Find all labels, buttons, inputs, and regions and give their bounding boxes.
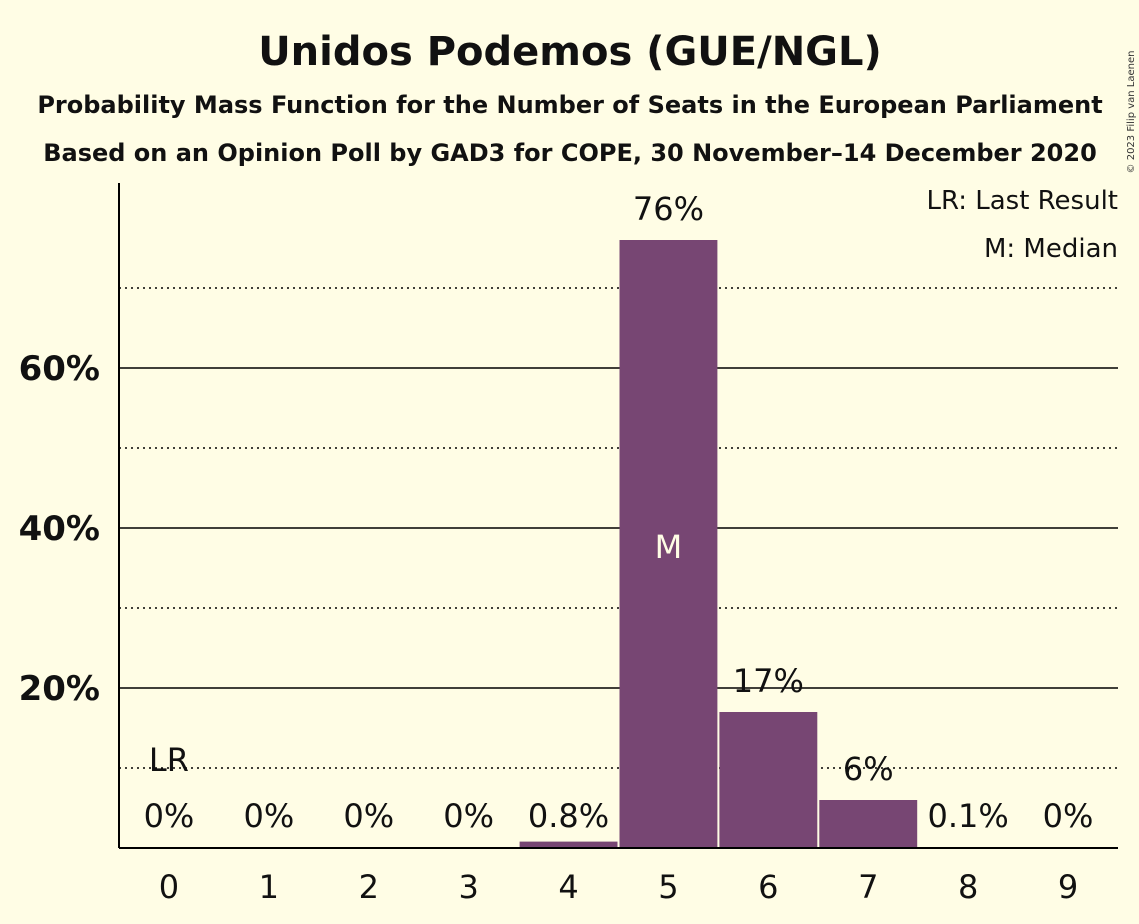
value-label: 0% — [443, 797, 494, 835]
bar — [719, 712, 818, 848]
value-label: 76% — [633, 190, 704, 228]
value-label: 0.8% — [528, 797, 609, 835]
value-label: 0% — [144, 797, 195, 835]
y-tick-label: 40% — [19, 509, 100, 549]
value-label: 0.1% — [928, 797, 1009, 835]
copyright-note: © 2023 Filip van Laenen — [1126, 51, 1137, 174]
chart-title: Unidos Podemos (GUE/NGL) — [258, 29, 882, 75]
x-tick-label: 4 — [558, 868, 578, 906]
value-label: 0% — [1043, 797, 1094, 835]
x-tick-label: 1 — [259, 868, 279, 906]
value-label: 17% — [733, 662, 804, 700]
bar — [619, 240, 718, 848]
last-result-marker: LR — [149, 741, 189, 779]
x-tick-label: 5 — [658, 868, 678, 906]
legend-last-result: LR: Last Result — [926, 186, 1118, 216]
legend-median: M: Median — [984, 234, 1118, 264]
y-tick-label: 60% — [19, 349, 100, 389]
bar — [819, 800, 918, 848]
chart-subtitle: Probability Mass Function for the Number… — [37, 91, 1102, 119]
x-tick-label: 6 — [758, 868, 778, 906]
x-tick-label: 2 — [359, 868, 379, 906]
x-tick-label: 7 — [858, 868, 878, 906]
x-tick-label: 9 — [1058, 868, 1078, 906]
x-tick-label: 8 — [958, 868, 978, 906]
chart-source: Based on an Opinion Poll by GAD3 for COP… — [43, 139, 1097, 167]
value-label: 0% — [243, 797, 294, 835]
plot-area: 20% 40% 60% 0 1 2 3 4 5 6 7 8 9 0% 0% 0% 0% 0.8% 76% 17% 6% 0… — [19, 183, 1118, 906]
value-label: 6% — [843, 750, 894, 788]
bar — [519, 841, 618, 848]
x-tick-label: 3 — [458, 868, 478, 906]
median-marker: M — [655, 528, 683, 566]
value-label: 0% — [343, 797, 394, 835]
x-tick-label: 0 — [159, 868, 179, 906]
y-tick-label: 20% — [19, 669, 100, 709]
